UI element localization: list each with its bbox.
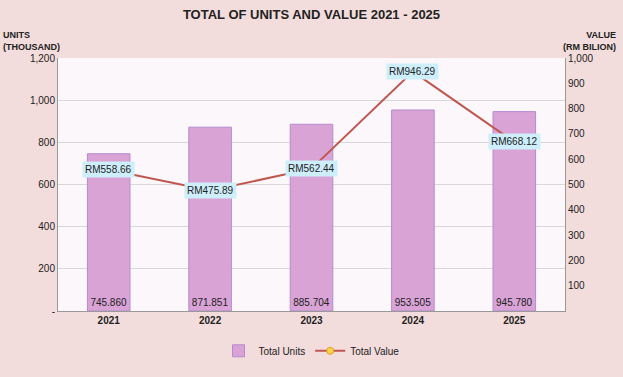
svg-text:745.860: 745.860: [90, 297, 127, 308]
svg-text:800: 800: [568, 103, 585, 114]
svg-text:UNITS(THOUSAND): UNITS(THOUSAND): [3, 30, 60, 52]
svg-text:200: 200: [38, 263, 55, 274]
svg-text:2022: 2022: [199, 315, 222, 326]
svg-text:2023: 2023: [300, 315, 323, 326]
svg-text:RM475.89: RM475.89: [187, 185, 234, 196]
svg-text:700: 700: [568, 128, 585, 139]
svg-text:-: -: [52, 306, 55, 317]
svg-text:RM946.29: RM946.29: [389, 66, 436, 77]
svg-text:600: 600: [38, 179, 55, 190]
svg-text:1,000: 1,000: [568, 53, 593, 64]
svg-text:885.704: 885.704: [293, 297, 330, 308]
svg-text:RM558.66: RM558.66: [85, 164, 132, 175]
svg-text:2025: 2025: [503, 315, 526, 326]
svg-text:200: 200: [568, 255, 585, 266]
svg-text:Total Units: Total Units: [259, 346, 306, 357]
svg-text:2021: 2021: [98, 315, 121, 326]
svg-text:VALUE(RM BILION): VALUE(RM BILION): [563, 30, 616, 52]
svg-text:953.505: 953.505: [395, 297, 432, 308]
svg-text:945.780: 945.780: [496, 297, 533, 308]
svg-text:500: 500: [568, 179, 585, 190]
svg-text:2024: 2024: [402, 315, 425, 326]
svg-text:900: 900: [568, 78, 585, 89]
svg-text:100: 100: [568, 280, 585, 291]
svg-text:300: 300: [568, 230, 585, 241]
svg-text:871.851: 871.851: [192, 297, 229, 308]
svg-text:TOTAL OF UNITS AND VALUE 2021: TOTAL OF UNITS AND VALUE 2021 - 2025: [183, 7, 440, 22]
svg-text:Total Value: Total Value: [350, 346, 399, 357]
svg-text:800: 800: [38, 137, 55, 148]
svg-text:RM562.44: RM562.44: [288, 163, 335, 174]
svg-text:600: 600: [568, 154, 585, 165]
svg-text:RM668.12: RM668.12: [491, 136, 538, 147]
svg-text:1,000: 1,000: [30, 95, 55, 106]
svg-text:400: 400: [568, 204, 585, 215]
svg-text:400: 400: [38, 221, 55, 232]
svg-text:1,200: 1,200: [30, 53, 55, 64]
